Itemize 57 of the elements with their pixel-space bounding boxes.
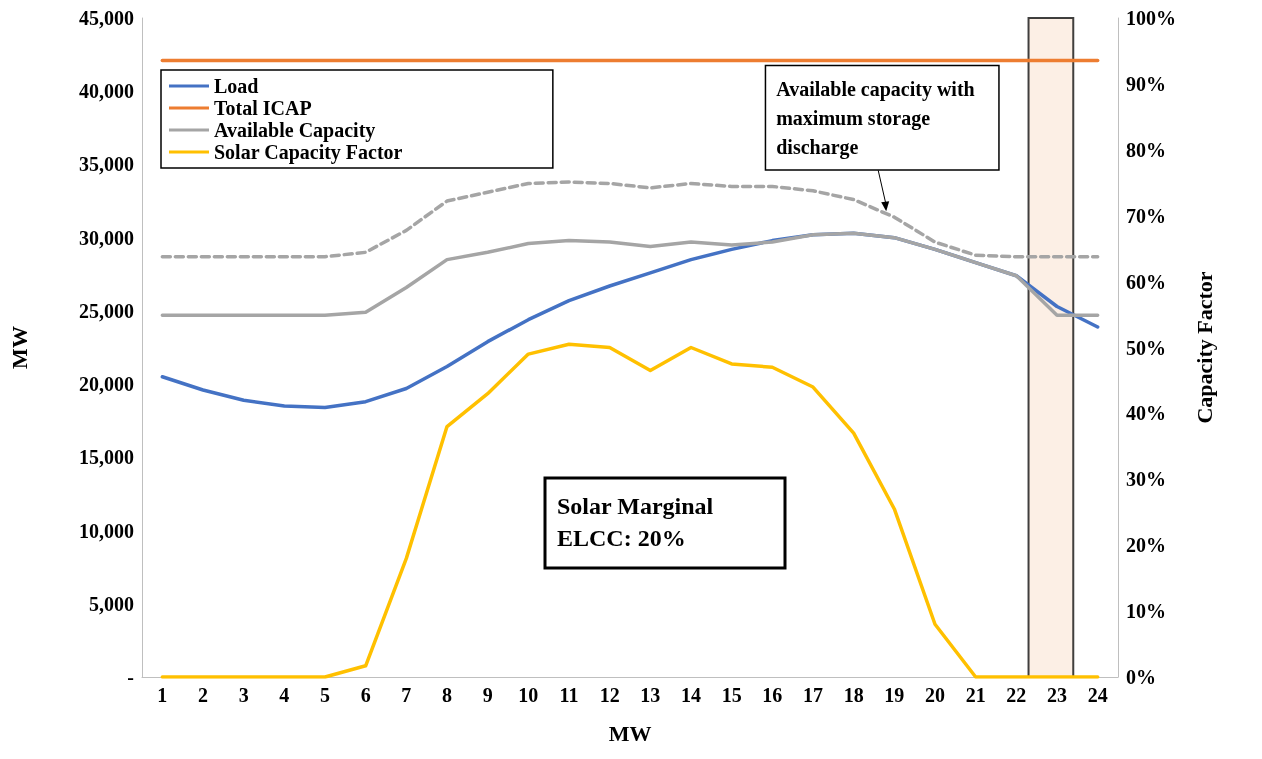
y-tick-label: 35,000 bbox=[79, 153, 134, 176]
y2-tick-label: 20% bbox=[1126, 534, 1166, 557]
y-tick-label: 15,000 bbox=[79, 446, 134, 469]
legend-label: Solar Capacity Factor bbox=[214, 141, 403, 164]
y2-tick-label: 50% bbox=[1126, 336, 1166, 359]
annotation: Available capacity with maximum storage discharge bbox=[776, 77, 980, 159]
y-tick-label: 25,000 bbox=[79, 299, 134, 322]
y2-tick-label: 100% bbox=[1126, 7, 1176, 29]
y2-tick-label: 60% bbox=[1126, 270, 1166, 293]
x-tick-label: 14 bbox=[681, 684, 701, 706]
annotation: Solar Marginal ELCC: 20% bbox=[557, 493, 720, 551]
line-series bbox=[160, 342, 1100, 679]
x-tick-label: 15 bbox=[721, 684, 742, 706]
x-tick-label: 4 bbox=[279, 684, 290, 706]
y-tick-label: 20,000 bbox=[79, 373, 134, 396]
x-tick-label: 19 bbox=[884, 684, 905, 706]
x-tick-label: 21 bbox=[965, 684, 986, 706]
legend-label: Load bbox=[214, 75, 259, 97]
x-tick-label: 8 bbox=[442, 684, 452, 706]
x-tick-label: 2 bbox=[198, 684, 208, 706]
x-tick-label: 1 bbox=[157, 684, 168, 706]
x-tick-label: 17 bbox=[803, 684, 823, 706]
y2-tick-label: 30% bbox=[1126, 468, 1166, 491]
x-tick-label: 13 bbox=[640, 684, 661, 706]
y-axis-title: MW bbox=[6, 326, 32, 369]
legend-label: Available Capacity bbox=[214, 119, 376, 142]
line-series bbox=[160, 231, 1100, 318]
x-tick-label: 16 bbox=[762, 684, 783, 706]
y2-tick-label: 80% bbox=[1126, 138, 1166, 161]
x-tick-label: 9 bbox=[482, 684, 493, 706]
x-tick-label: 3 bbox=[238, 684, 249, 706]
x-tick-label: 24 bbox=[1087, 684, 1108, 706]
y-tick-label: 30,000 bbox=[79, 226, 134, 249]
x-tick-label: 20 bbox=[925, 684, 945, 706]
line-series bbox=[160, 180, 1100, 259]
y2-tick-label: 70% bbox=[1126, 204, 1166, 227]
x-tick-label: 22 bbox=[1006, 684, 1027, 706]
y2-tick-label: 90% bbox=[1126, 72, 1166, 95]
x-tick-label: 10 bbox=[518, 684, 539, 706]
x-tick-label: 18 bbox=[843, 684, 864, 706]
x-tick-label: 12 bbox=[599, 684, 620, 706]
x-axis-title: MW bbox=[608, 720, 652, 746]
x-tick-label: 6 bbox=[360, 684, 371, 706]
x-tick-label: 7 bbox=[401, 684, 412, 706]
y-tick-label: 10,000 bbox=[79, 519, 134, 542]
x-tick-label: 23 bbox=[1047, 684, 1067, 706]
y2-tick-label: 40% bbox=[1126, 402, 1166, 425]
y-tick-label: - bbox=[127, 666, 134, 688]
y-tick-label: 40,000 bbox=[79, 80, 134, 103]
y2-tick-label: 0% bbox=[1126, 666, 1156, 688]
x-tick-label: 11 bbox=[559, 684, 579, 706]
y2-axis-title: Capacity Factor bbox=[1191, 271, 1217, 424]
y-tick-label: 5,000 bbox=[89, 592, 134, 615]
y2-tick-label: 10% bbox=[1126, 600, 1166, 623]
x-tick-label: 5 bbox=[320, 684, 330, 706]
legend-label: Total ICAP bbox=[214, 97, 312, 119]
y-tick-label: 45,000 bbox=[79, 7, 134, 29]
